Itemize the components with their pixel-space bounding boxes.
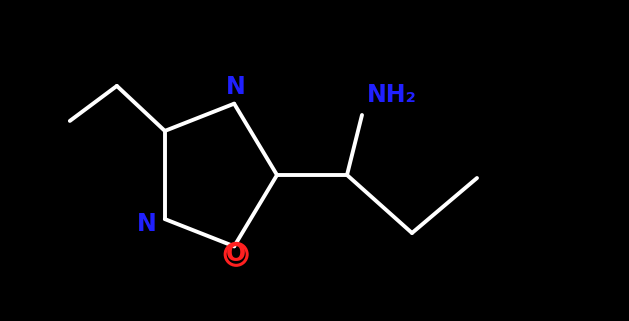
Text: O: O [226,242,246,266]
Text: N: N [226,75,246,99]
Text: N: N [137,212,157,236]
Text: NH₂: NH₂ [367,83,417,107]
